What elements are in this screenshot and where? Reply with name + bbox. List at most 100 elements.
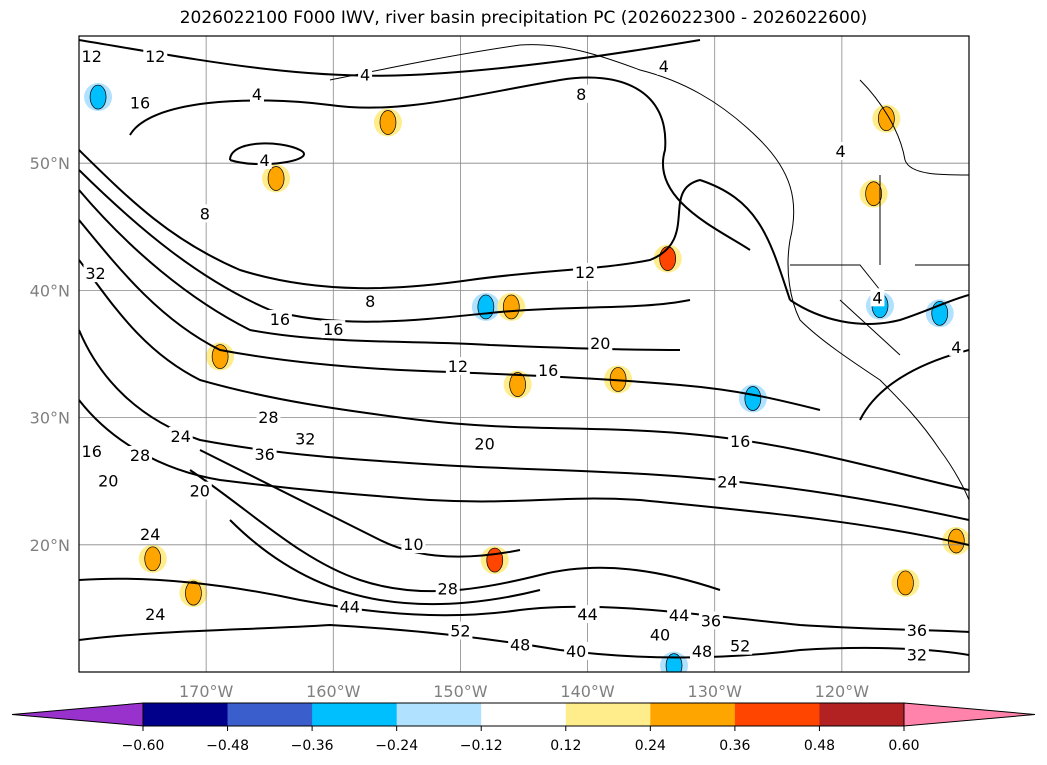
contour-label: 16 (730, 432, 750, 451)
colorbar-tick-label: 0.12 (550, 738, 581, 754)
contour-label: 44 (669, 606, 689, 625)
contour-label: 16 (538, 361, 558, 380)
contour-label-bg (698, 611, 723, 630)
contour-label: 20 (190, 482, 210, 501)
colorbar-segment (734, 703, 820, 726)
contour-label: 40 (650, 625, 670, 644)
precip-blob (744, 386, 762, 411)
contour-label: 4 (360, 66, 370, 85)
colorbar-segment (227, 703, 313, 726)
contour-label-bg (256, 407, 281, 426)
contour-label: 16 (82, 442, 102, 461)
contour-label-bg (293, 429, 318, 448)
contour-label: 4 (835, 142, 845, 161)
contour-label-bg (573, 262, 598, 281)
precip-blob (502, 294, 520, 320)
contour-label: 8 (365, 292, 375, 311)
precip-blob (267, 166, 285, 191)
lon-tick-label: 160°W (306, 682, 361, 701)
lon-tick-label: 170°W (179, 682, 234, 701)
contour-label-bg (128, 93, 153, 112)
contour-label-bg (472, 434, 497, 453)
contour-label-bg (96, 471, 121, 490)
contour-label-bg (267, 309, 292, 328)
colorbar-segment (565, 703, 651, 726)
lat-tick-label: 50°N (30, 154, 70, 173)
precip-blob (89, 84, 107, 110)
precip-blob (509, 372, 526, 397)
contour-label: 24 (145, 605, 165, 624)
contour-label-bg (358, 65, 373, 84)
contour-label-bg (83, 264, 108, 283)
lat-tick-label: 20°N (30, 536, 70, 555)
contour-label: 36 (701, 611, 721, 630)
contour-label-bg (833, 142, 848, 161)
colorbar-min-extend (11, 702, 144, 727)
contour-label-bg (168, 426, 193, 445)
contour-label-bg (728, 636, 753, 655)
contour-label-bg (448, 621, 473, 640)
contour-label-bg (79, 442, 104, 461)
contour-label-bg (257, 150, 272, 169)
contour-label-bg (588, 334, 613, 353)
contour-label: 28 (258, 408, 278, 427)
contour-label-bg (250, 84, 264, 103)
contour-label: 12 (145, 47, 165, 66)
precip-blob (477, 294, 495, 320)
colorbar-tick-label: 0.36 (719, 738, 750, 754)
axis-labels: 170°W 160°W 150°W 140°W 130°W 120°W 50°N 40°N 30… (30, 154, 870, 701)
contour-label-bg (904, 645, 929, 664)
lon-tick-label: 130°W (688, 682, 743, 701)
contour-label: 40 (566, 642, 586, 661)
contour-label-bg (143, 605, 168, 624)
contour-label: 4 (252, 85, 262, 104)
contour-label-bg (79, 46, 104, 65)
contour-label: 32 (85, 264, 105, 283)
contour-label: 4 (872, 288, 882, 307)
precip-blob (865, 181, 882, 207)
contour-label: 16 (270, 310, 290, 329)
contour-label-bg (690, 641, 714, 660)
contour-label: 28 (438, 580, 458, 599)
precip-blob (379, 110, 397, 135)
contour-label: 36 (907, 621, 927, 640)
contour-label: 10 (403, 535, 423, 554)
colorbar-max-extend (903, 702, 1036, 727)
contour-label: 48 (510, 636, 530, 655)
colorbar-segment (143, 703, 229, 726)
contour-label: 12 (82, 47, 102, 66)
contour-label: 44 (340, 597, 360, 616)
contour-label-bg (667, 606, 692, 625)
lon-tick-label: 140°W (560, 682, 615, 701)
contour-label: 28 (130, 446, 150, 465)
contour-label: 20 (590, 334, 610, 353)
contour-label-bg (363, 292, 378, 311)
contour-label-bg (904, 621, 929, 640)
colorbar-frame (142, 702, 905, 727)
contour-label-bg (536, 360, 561, 379)
contour-label: 8 (200, 204, 210, 223)
contour-label-bg (187, 481, 212, 500)
contour-label-bg (337, 597, 362, 616)
contour-label-bg (728, 432, 753, 451)
contour-label: 32 (907, 646, 927, 665)
lat-tick-label: 40°N (30, 281, 70, 300)
contour-label-bg (564, 641, 589, 660)
contour-label-bg (574, 84, 589, 103)
contour-label: 24 (717, 473, 737, 492)
colorbar-tick-label: 0.60 (888, 738, 919, 754)
colorbar-tick-label: −0.24 (375, 738, 418, 754)
contour-label-bg (252, 444, 277, 463)
contour-label: 12 (448, 357, 468, 376)
contour-label: 4 (260, 151, 270, 170)
contour-label-bg (435, 579, 460, 598)
contour-label-bg (715, 472, 740, 491)
precip-blob (659, 246, 677, 271)
contour-label: 48 (692, 642, 712, 661)
contour-label-bg (445, 356, 470, 375)
contour-label: 16 (323, 320, 343, 339)
colorbar-tick-label: −0.36 (291, 738, 334, 754)
contour-label-bg (508, 635, 533, 654)
contour-label-bg (575, 605, 600, 624)
colorbar-segment (481, 703, 567, 726)
